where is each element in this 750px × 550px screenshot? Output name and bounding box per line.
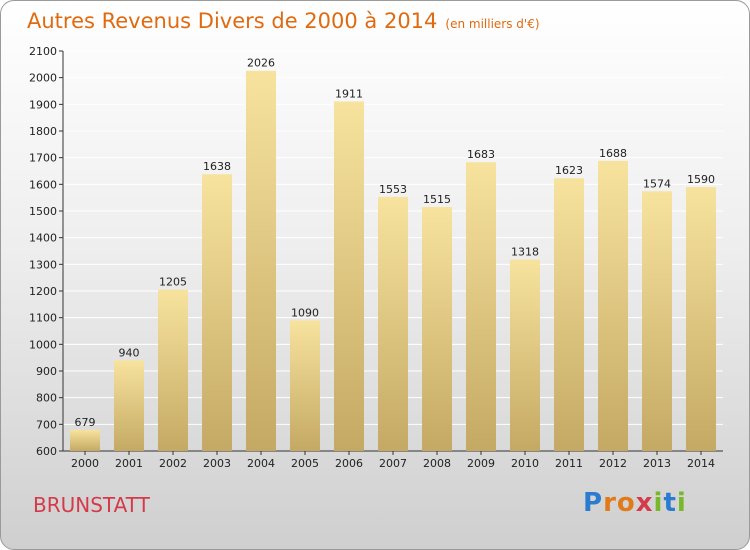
bar	[642, 191, 672, 451]
bar-value-label: 1205	[159, 276, 187, 289]
bar	[466, 162, 496, 451]
x-tick-label: 2008	[423, 457, 451, 470]
chart-title: Autres Revenus Divers de 2000 à 2014 (en …	[27, 9, 540, 33]
y-tick-label: 1000	[29, 338, 57, 351]
bar-value-label: 1574	[643, 177, 671, 190]
bar-value-label: 1688	[599, 147, 627, 160]
y-tick-label: 1100	[29, 312, 57, 325]
chart-subtitle: (en milliers d'€)	[445, 17, 540, 31]
y-tick-label: 700	[36, 418, 57, 431]
bar	[422, 207, 452, 451]
bar	[598, 160, 628, 451]
bar-value-label: 1318	[511, 246, 539, 259]
bar-value-label: 1911	[335, 87, 363, 100]
bar	[70, 429, 100, 451]
x-tick-label: 2009	[467, 457, 495, 470]
x-tick-label: 2005	[291, 457, 319, 470]
y-tick-label: 1500	[29, 205, 57, 218]
bar-value-label: 1515	[423, 193, 451, 206]
y-tick-label: 2100	[29, 45, 57, 58]
x-tick-label: 2010	[511, 457, 539, 470]
bar-value-label: 1638	[203, 160, 231, 173]
x-tick-label: 2012	[599, 457, 627, 470]
x-tick-label: 2006	[335, 457, 363, 470]
y-tick-label: 1900	[29, 98, 57, 111]
bar	[114, 360, 144, 451]
y-tick-label: 1600	[29, 178, 57, 191]
bar-value-label: 1623	[555, 164, 583, 177]
bar-value-label: 1090	[291, 306, 319, 319]
x-tick-label: 2003	[203, 457, 231, 470]
labels: 600 700 800 900 1000 1100 1200 1300 1400 1500 1600…	[29, 45, 715, 470]
x-tick-label: 2004	[247, 457, 275, 470]
x-tick-label: 2002	[159, 457, 187, 470]
y-tick-label: 800	[36, 392, 57, 405]
bar-value-label: 1590	[687, 173, 715, 186]
bar-value-label: 679	[75, 416, 96, 429]
bar-value-label: 1683	[467, 148, 495, 161]
chart-title-text: Autres Revenus Divers de 2000 à 2014	[27, 9, 438, 33]
y-tick-label: 1300	[29, 258, 57, 271]
bar	[686, 187, 716, 451]
y-tick-label: 600	[36, 445, 57, 458]
bar	[290, 320, 320, 451]
bars	[70, 70, 716, 452]
x-tick-label: 2011	[555, 457, 583, 470]
bar	[246, 70, 276, 451]
bar-value-label: 2026	[247, 57, 275, 70]
y-tick-label: 900	[36, 365, 57, 378]
bar-value-label: 1553	[379, 183, 407, 196]
place-name: BRUNSTATT	[33, 493, 150, 517]
bar	[158, 289, 188, 451]
bar	[510, 259, 540, 451]
bar	[334, 101, 364, 452]
y-tick-label: 2000	[29, 72, 57, 85]
bar	[378, 196, 408, 451]
y-tick-label: 1700	[29, 152, 57, 165]
x-tick-label: 2014	[687, 457, 715, 470]
x-tick-label: 2001	[115, 457, 143, 470]
x-tick-label: 2000	[71, 457, 99, 470]
proxiti-logo: Proxiti	[583, 488, 687, 518]
y-tick-label: 1400	[29, 232, 57, 245]
y-tick-label: 1800	[29, 125, 57, 138]
bar	[554, 178, 584, 451]
x-tick-label: 2007	[379, 457, 407, 470]
x-tick-label: 2013	[643, 457, 671, 470]
bar	[202, 174, 232, 451]
y-tick-label: 1200	[29, 285, 57, 298]
bar-value-label: 940	[119, 346, 140, 359]
